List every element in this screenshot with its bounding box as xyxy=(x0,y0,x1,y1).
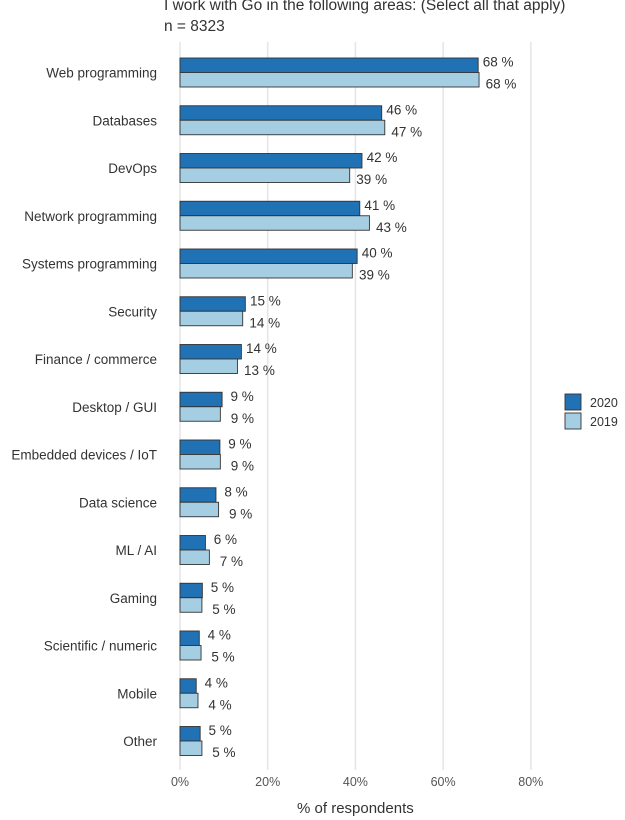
category-label-scientific-numeric: Scientific / numeric xyxy=(44,639,158,654)
bar-other-2019 xyxy=(179,740,203,756)
category-label-ml-ai: ML / AI xyxy=(115,543,157,558)
bar-databases-2019 xyxy=(179,119,386,136)
bar-mobile-2020 xyxy=(179,678,197,694)
bar-devops-2020 xyxy=(179,153,363,169)
value-label-scientific-numeric-2020: 4 % xyxy=(208,628,231,643)
category-label-security: Security xyxy=(108,304,157,319)
x-tick-label-20: 20% xyxy=(255,775,280,789)
legend-label-2020: 2020 xyxy=(590,396,618,410)
bar-other-2020 xyxy=(179,726,201,742)
bar-finance-commerce-2020 xyxy=(179,344,242,360)
value-label-databases-2020: 46 % xyxy=(386,102,417,117)
category-label-gaming: Gaming xyxy=(110,591,157,606)
value-label-ml-ai-2019: 7 % xyxy=(220,554,243,569)
legend-label-2019: 2019 xyxy=(590,415,618,429)
value-label-security-2020: 15 % xyxy=(250,293,281,308)
x-tick-label-80: 80% xyxy=(518,775,543,789)
bar-systems-programming-2020 xyxy=(179,248,358,264)
value-label-web-programming-2019: 68 % xyxy=(486,77,517,92)
bar-embedded-devices-iot-2019 xyxy=(179,454,221,470)
legend-swatch-2019 xyxy=(564,412,582,430)
bar-scientific-numeric-2020 xyxy=(179,630,200,646)
chart-title: I work with Go in the following areas: (… xyxy=(164,0,566,14)
value-label-web-programming-2020: 68 % xyxy=(483,55,514,70)
bar-databases-2020 xyxy=(179,105,383,121)
value-label-network-programming-2020: 41 % xyxy=(364,198,395,213)
bar-scientific-numeric-2019 xyxy=(179,645,202,661)
value-label-ml-ai-2020: 6 % xyxy=(214,532,237,547)
value-label-finance-commerce-2019: 13 % xyxy=(244,363,275,378)
value-label-data-science-2020: 8 % xyxy=(224,484,247,499)
bar-systems-programming-2019 xyxy=(179,263,353,279)
legend-swatch-2020 xyxy=(564,393,582,411)
bar-desktop-gui-2020 xyxy=(179,391,223,408)
value-label-gaming-2019: 5 % xyxy=(212,602,235,617)
category-label-embedded-devices-iot: Embedded devices / IoT xyxy=(11,448,157,463)
value-label-devops-2019: 39 % xyxy=(356,172,387,187)
category-label-network-programming: Network programming xyxy=(24,209,157,224)
category-label-finance-commerce: Finance / commerce xyxy=(35,352,157,367)
bar-devops-2019 xyxy=(179,167,351,183)
bar-web-programming-2020 xyxy=(179,57,479,73)
value-label-embedded-devices-iot-2019: 9 % xyxy=(231,459,254,474)
bar-security-2019 xyxy=(179,310,244,327)
value-label-databases-2019: 47 % xyxy=(391,124,422,139)
value-label-other-2020: 5 % xyxy=(209,723,232,738)
bar-gaming-2019 xyxy=(179,597,203,613)
bar-finance-commerce-2019 xyxy=(179,358,238,374)
bar-mobile-2019 xyxy=(179,692,199,709)
value-label-security-2019: 14 % xyxy=(249,315,280,330)
bar-security-2020 xyxy=(179,296,246,312)
bar-data-science-2020 xyxy=(179,487,217,503)
bar-network-programming-2020 xyxy=(179,200,361,217)
x-axis-title: % of respondents xyxy=(297,800,414,817)
value-label-systems-programming-2020: 40 % xyxy=(362,246,393,261)
x-tick-label-0: 0% xyxy=(171,775,189,789)
value-label-other-2019: 5 % xyxy=(212,745,235,760)
category-label-web-programming: Web programming xyxy=(46,66,157,81)
x-tick-label-40: 40% xyxy=(343,775,368,789)
value-label-embedded-devices-iot-2020: 9 % xyxy=(228,437,251,452)
category-label-systems-programming: Systems programming xyxy=(22,257,157,272)
bar-desktop-gui-2019 xyxy=(179,406,221,422)
value-label-network-programming-2019: 43 % xyxy=(376,220,407,235)
category-label-desktop-gui: Desktop / GUI xyxy=(72,400,157,415)
bar-web-programming-2019 xyxy=(179,72,480,88)
bar-gaming-2020 xyxy=(179,582,203,599)
value-label-desktop-gui-2020: 9 % xyxy=(230,389,253,404)
value-label-mobile-2020: 4 % xyxy=(205,675,228,690)
value-label-desktop-gui-2019: 9 % xyxy=(231,411,254,426)
bar-ml-ai-2019 xyxy=(179,549,210,565)
bar-data-science-2019 xyxy=(179,501,220,518)
bar-network-programming-2019 xyxy=(179,215,370,231)
chart-subtitle: n = 8323 xyxy=(164,18,225,35)
value-label-gaming-2020: 5 % xyxy=(211,580,234,595)
value-label-finance-commerce-2020: 14 % xyxy=(246,341,277,356)
category-label-data-science: Data science xyxy=(79,495,157,510)
value-label-data-science-2019: 9 % xyxy=(229,506,252,521)
category-label-devops: DevOps xyxy=(108,161,157,176)
category-label-databases: Databases xyxy=(92,113,157,128)
x-tick-label-60: 60% xyxy=(431,775,456,789)
category-label-mobile: Mobile xyxy=(117,686,157,701)
bar-embedded-devices-iot-2020 xyxy=(179,439,221,455)
bar-ml-ai-2020 xyxy=(179,535,206,551)
category-label-other: Other xyxy=(123,734,157,749)
value-label-devops-2020: 42 % xyxy=(367,150,398,165)
value-label-systems-programming-2019: 39 % xyxy=(359,268,390,283)
value-label-mobile-2019: 4 % xyxy=(208,697,231,712)
value-label-scientific-numeric-2019: 5 % xyxy=(211,650,234,665)
